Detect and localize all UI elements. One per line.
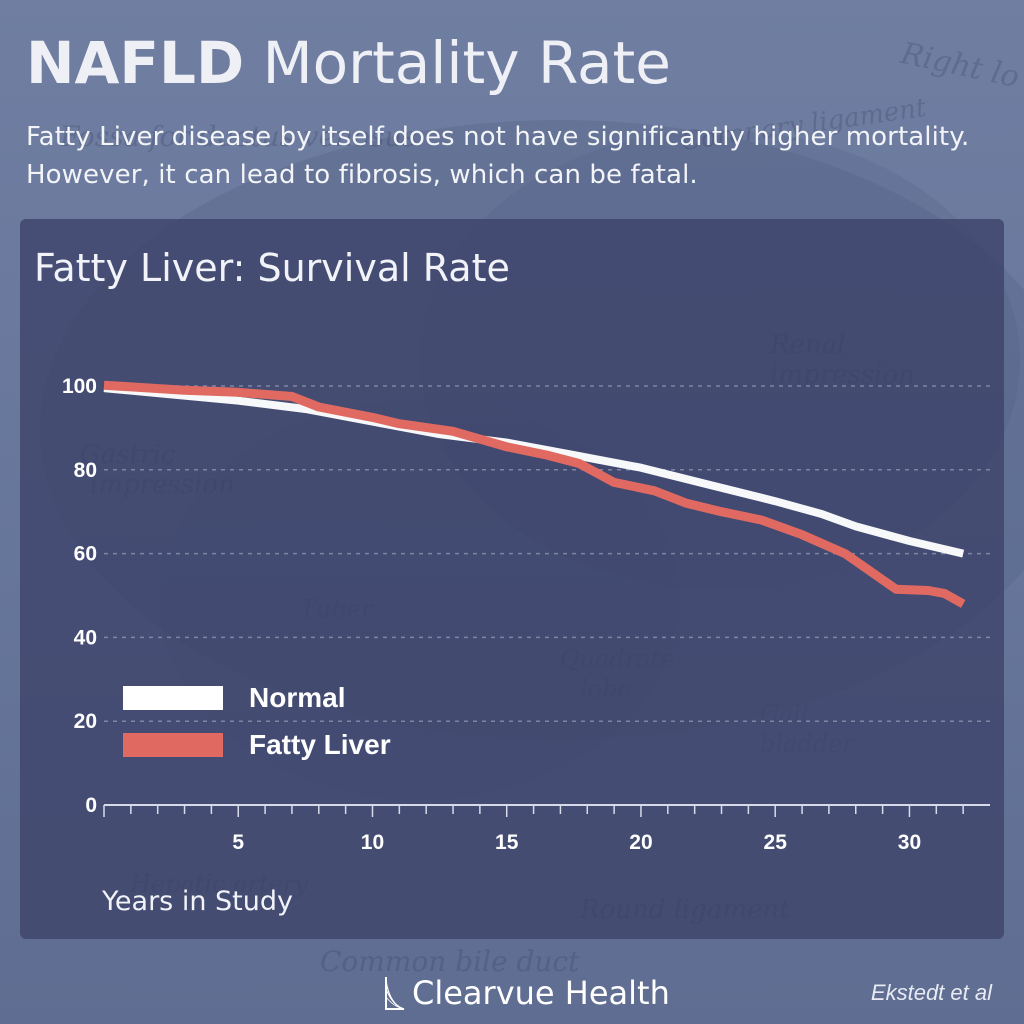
brand: Clearvue Health [384,970,670,1016]
series-line-fatty-liver [103,380,966,608]
clearvue-logo-icon [385,977,405,1010]
x-tick-label-25: 25 [764,831,788,854]
x-tick-label-5: 5 [232,831,244,854]
y-tick-label-80: 80 [74,459,97,482]
y-tick-label-20: 20 [74,710,97,733]
y-tick-label-60: 60 [74,543,97,566]
x-tick-label-10: 10 [361,831,384,854]
title-rest: Mortality Rate [262,29,671,97]
page-subtitle: Fatty Liver disease by itself does not h… [26,122,970,190]
legend-label-normal: Normal [249,682,345,713]
x-tick-label-20: 20 [629,831,652,854]
y-tick-label-40: 40 [74,626,97,649]
page-title: NAFLD Mortality Rate [26,28,671,98]
chart-panel: Fatty Liver: Survival Rate 0 20 40 60 80 100 5… [20,219,1004,939]
series-line-normal [103,384,965,558]
legend-label-fatty-liver: Fatty Liver [249,729,391,760]
x-tick-label-15: 15 [495,831,519,854]
y-tick-label-100: 100 [62,375,97,398]
legend-swatch-normal [123,686,223,710]
survival-chart: 0 20 40 60 80 100 5 10 15 20 25 30 Normal Fatty Liver [62,375,990,854]
chart-title: Fatty Liver: Survival Rate [34,246,510,290]
x-tick-label-30: 30 [898,831,921,854]
source-citation: Ekstedt et al [870,980,992,1005]
title-bold: NAFLD [26,29,245,97]
y-tick-label-0: 0 [85,794,97,817]
x-axis-label: Years in Study [102,886,293,917]
brand-name: Clearvue Health [412,974,670,1012]
legend-swatch-fatty-liver [123,733,223,757]
